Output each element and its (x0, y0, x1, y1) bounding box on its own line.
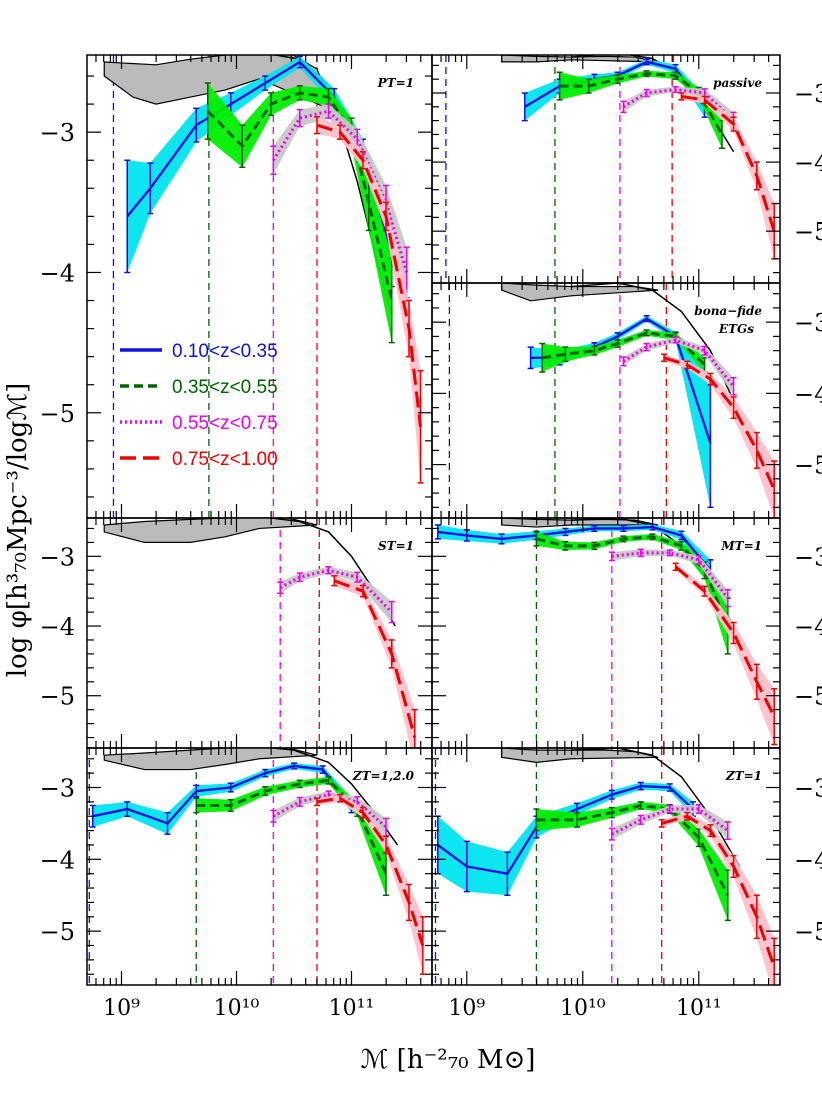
panel-3: −3 −4 −5 ST=1 (40, 517, 433, 749)
x-tick-label: 10⁹ (103, 996, 140, 1021)
series-error-band (207, 83, 392, 343)
panel-plot-area (103, 518, 418, 748)
legend-label-2: 0.55<z<0.75 (172, 413, 278, 434)
series-error-band (92, 763, 352, 835)
panel-plot-area (103, 55, 424, 518)
y-tick-label: −5 (40, 683, 75, 711)
y-tick-label: −5 (794, 918, 822, 946)
legend-label-3: 0.75<z<1.00 (172, 449, 278, 470)
panel-2: −3 −4 −5 bona−fide ETGs (431, 282, 822, 519)
panel-plot-area (88, 748, 426, 985)
panel-plot-area (434, 748, 778, 985)
panel-4: −3 −4 −5 MT=1 (431, 517, 822, 749)
y-tick-label: −5 (40, 400, 75, 428)
panel-0: −3 −4 −5 PT=1 (40, 54, 433, 519)
panel-title: ZT=1 (725, 769, 762, 783)
local-reference-band (501, 518, 659, 528)
y-tick-label: −4 (794, 149, 822, 177)
y-tick-label: −5 (40, 918, 75, 946)
y-tick-label: −3 (40, 543, 75, 571)
y-tick-label: −3 (794, 309, 822, 337)
x-axis-label: ℳ [h⁻²₇₀ M⊙] (361, 1045, 536, 1075)
series-error-band (437, 782, 693, 896)
series-line-1 (196, 778, 388, 875)
series-error-band (542, 330, 705, 373)
series-error-band (317, 116, 421, 483)
legend-label-1: 0.35<z<0.55 (172, 377, 278, 398)
y-tick-label: −4 (40, 846, 75, 874)
y-tick-label: −4 (40, 259, 75, 287)
y-tick-label: −3 (40, 775, 75, 803)
y-tick-label: −3 (794, 80, 822, 108)
panel-title: passive (713, 76, 762, 90)
y-tick-label: −4 (794, 613, 822, 641)
y-tick-label: −3 (40, 119, 75, 147)
series-line-2 (272, 109, 409, 273)
panel-title: MT=1 (720, 539, 762, 553)
x-tick-label: 10¹⁰ (560, 996, 606, 1021)
series-error-band (536, 801, 728, 921)
y-axis-label: log φ[h³₇₀Mpc⁻³/logℳ] (3, 383, 33, 678)
series-line-3 (674, 565, 776, 718)
x-tick-label: 10¹¹ (329, 996, 375, 1021)
panel-title: bona−fide (694, 304, 762, 318)
panel-title: ST=1 (378, 539, 414, 553)
y-tick-label: −5 (794, 218, 822, 246)
series-line-2 (272, 793, 387, 829)
y-tick-label: −4 (794, 380, 822, 408)
series-line-3 (663, 356, 776, 491)
panel-plot-area (448, 283, 778, 518)
series-line-1 (206, 91, 394, 301)
panel-title: PT=1 (377, 76, 414, 90)
panel-1: −3 −4 −5 passive (431, 54, 822, 284)
y-tick-label: −5 (794, 683, 822, 711)
series-error-band (559, 70, 722, 149)
series-error-band (623, 337, 734, 395)
series-line-2 (611, 807, 729, 836)
x-tick-label: 10⁹ (448, 996, 485, 1021)
panels-group: −3 −4 −5 PT=1 −3 −4 −5 passive −3 −4 −5 bona−fide ET… (40, 54, 822, 1021)
panel-plot-area (434, 518, 778, 748)
panel-5: −3 −4 −5 10⁹ 10¹⁰ 10¹¹ ZT=1,2.0 (40, 747, 433, 1021)
series-line-1 (333, 579, 417, 738)
series-error-band (664, 354, 775, 518)
y-tick-label: −4 (40, 613, 75, 641)
y-tick-label: −3 (794, 775, 822, 803)
legend-label-0: 0.10<z<0.35 (172, 341, 278, 362)
series-line-3 (316, 796, 425, 946)
y-tick-label: −5 (794, 452, 822, 480)
y-tick-label: −4 (794, 846, 822, 874)
series-line-0 (437, 525, 712, 572)
series-error-band (196, 776, 386, 896)
series-error-band (661, 812, 775, 985)
x-tick-label: 10¹¹ (676, 996, 722, 1021)
legend: 0.10<z<0.35 0.35<z<0.55 0.55<z<0.75 0.75<z<… (120, 341, 278, 470)
series-error-band (127, 56, 392, 287)
series-error-band (317, 794, 423, 975)
panel-frame (431, 747, 781, 986)
series-line-3 (661, 814, 776, 968)
panel-title: ZT=1,2.0 (352, 769, 415, 783)
series-error-band (280, 566, 392, 623)
panel-plot-area (445, 55, 778, 283)
panel-6: −3 −4 −5 10⁹ 10¹⁰ 10¹¹ ZT=1 (431, 747, 822, 1021)
x-tick-label: 10¹⁰ (214, 996, 260, 1021)
y-tick-label: −3 (794, 543, 822, 571)
panel-title-2: ETGs (718, 322, 754, 336)
series-error-band (334, 575, 415, 748)
